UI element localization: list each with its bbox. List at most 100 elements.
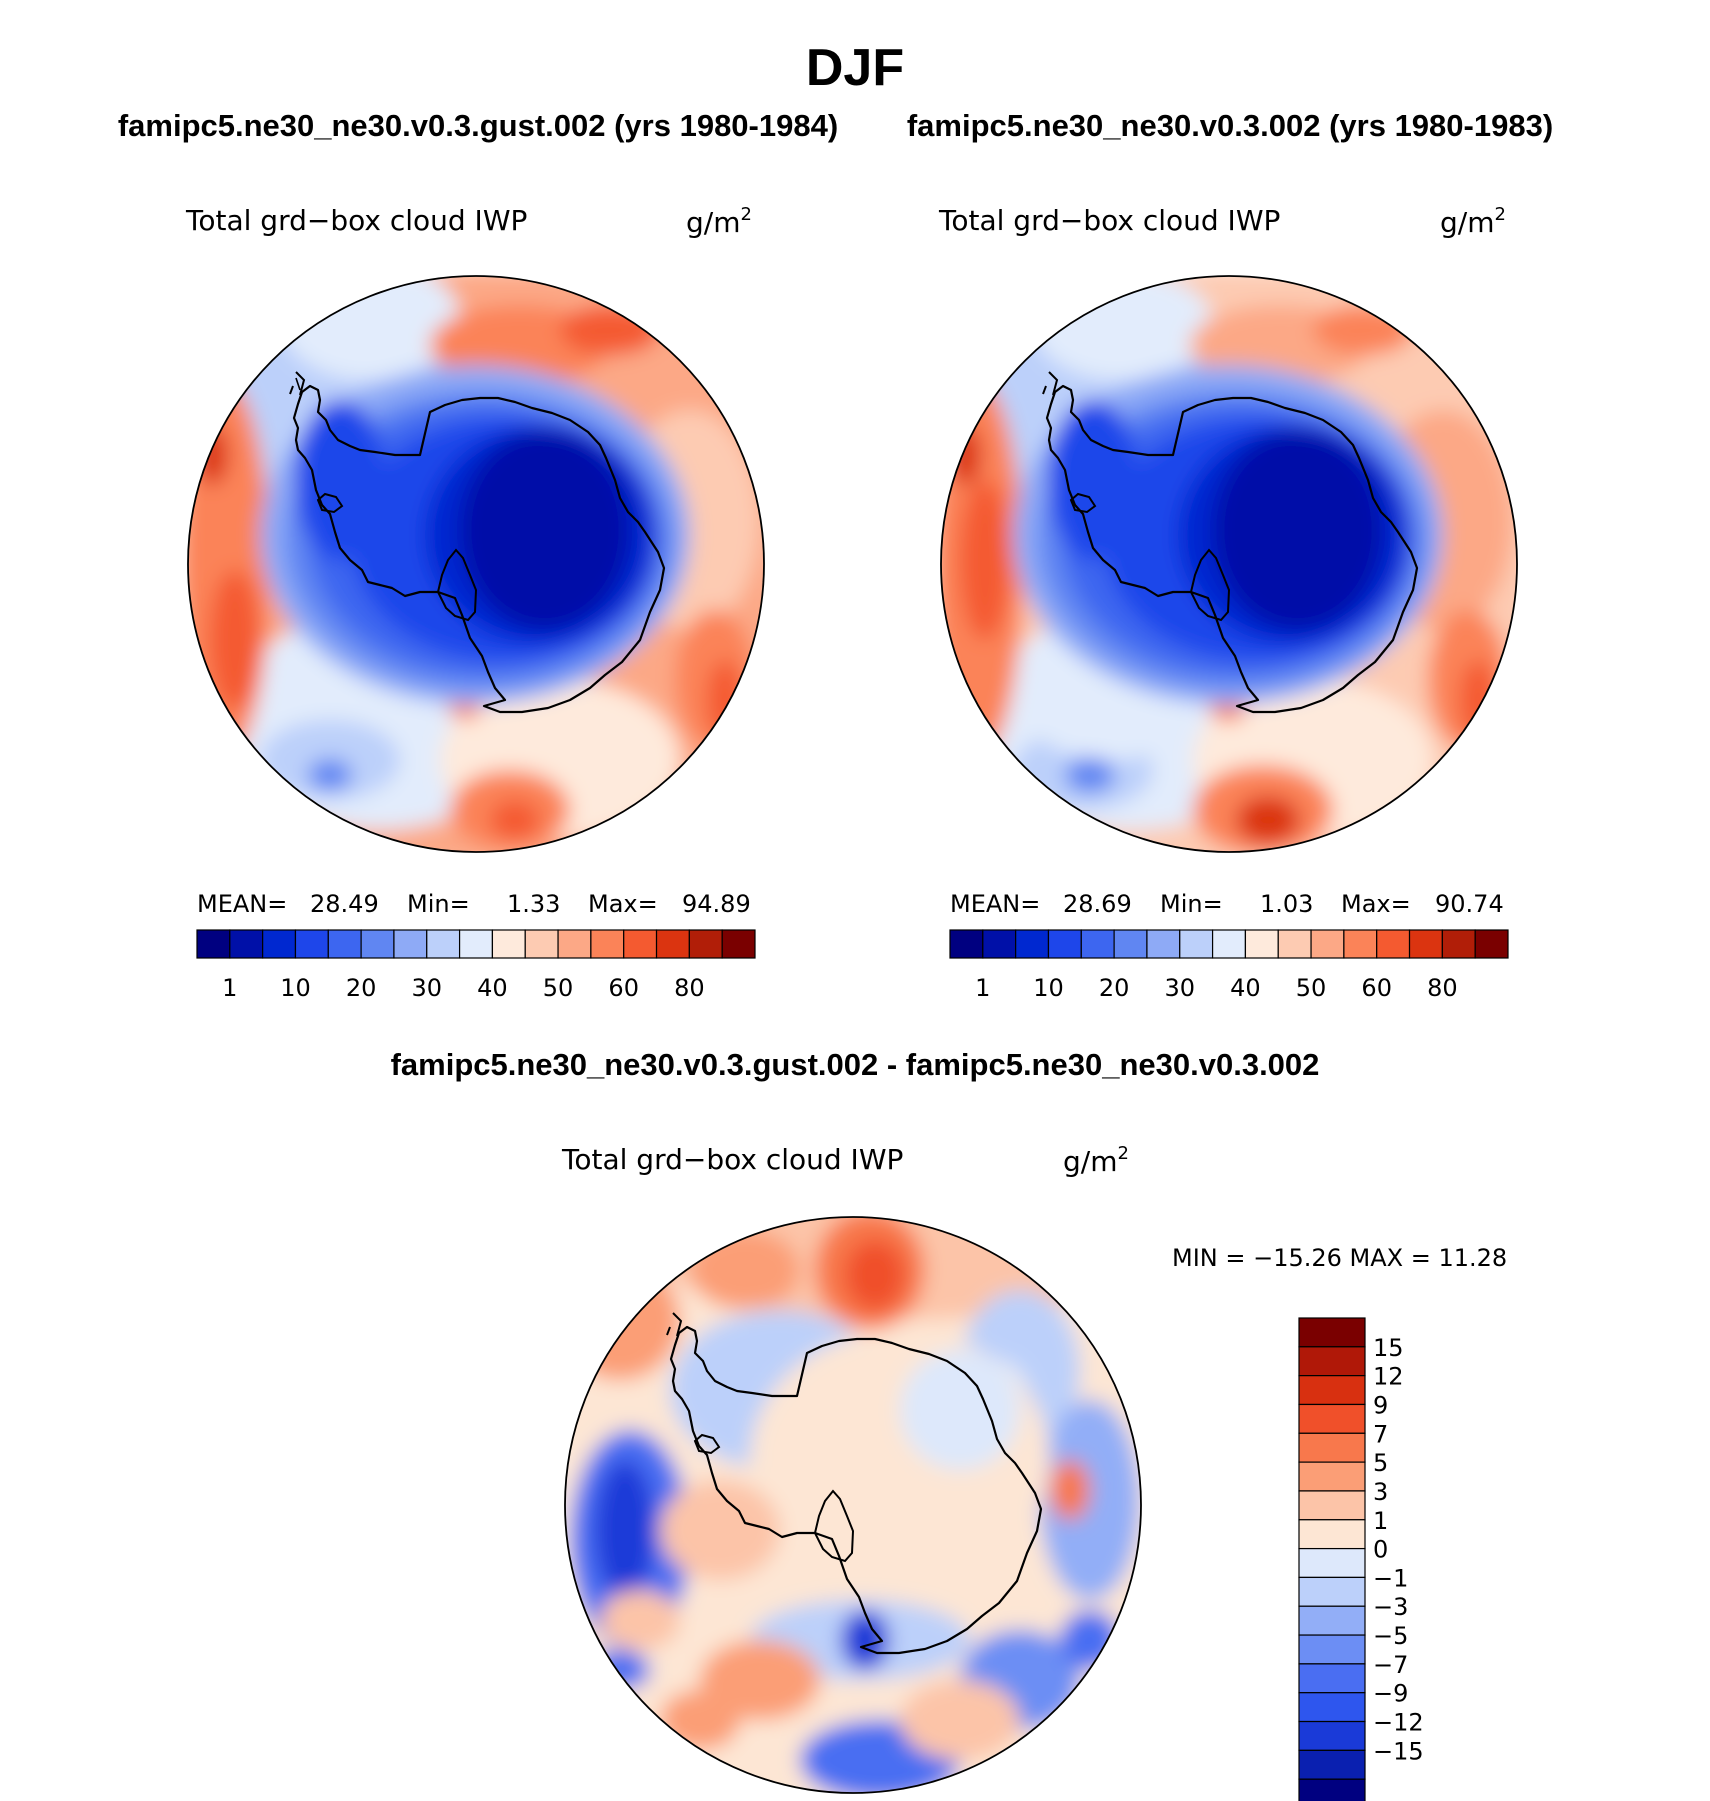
panel-a-colorbar-box — [524, 929, 559, 959]
diff-colorbar-tick-label: −9 — [1373, 1680, 1408, 1708]
diff-colorbar-tick-label: 0 — [1373, 1536, 1388, 1564]
panel-a-colorbar-box — [327, 929, 362, 959]
panel-a-colorbar: 1 10 20 30 40 50 60 80 — [196, 929, 756, 1002]
diff-colorbar-box — [1298, 1403, 1366, 1434]
diff-colorbar-box — [1298, 1692, 1366, 1723]
panel-a-min-value: 1.33 — [507, 890, 560, 918]
diff-colorbar-box — [1298, 1778, 1366, 1801]
diff-colorbar-tick-label: 7 — [1373, 1420, 1388, 1448]
panel-b-colorbar-box — [1376, 929, 1411, 959]
diff-colorbar-tick-label: −15 — [1373, 1737, 1424, 1765]
diff-units: g/m2 — [1063, 1143, 1129, 1178]
diff-colorbar-tick-label: 3 — [1373, 1478, 1388, 1506]
panel-b-max-label: Max= — [1341, 890, 1411, 918]
panel-b-colorbar-box — [1015, 929, 1050, 959]
diff-colorbar-box — [1298, 1749, 1366, 1780]
diff-colorbar-box — [1298, 1461, 1366, 1492]
panel-a-colorbar-box — [491, 929, 526, 959]
diff-colorbar-box — [1298, 1663, 1366, 1694]
panel-b-colorbar-box — [1113, 929, 1148, 959]
panel-a-colorbar-tick-label: 10 — [280, 974, 311, 1002]
panel-a-colorbar-tick-label: 30 — [411, 974, 442, 1002]
panel-b-colorbar-box — [1474, 929, 1509, 959]
diff-colorbar-box — [1298, 1547, 1366, 1579]
diff-colorbar-tick-label: −5 — [1373, 1622, 1408, 1650]
panel-a-colorbar-tick-label: 80 — [674, 974, 705, 1002]
panel-a-min-label: Min= — [407, 890, 470, 918]
diff-min-max: MIN = −15.26 MAX = 11.28 — [1172, 1244, 1507, 1272]
diff-colorbar-tick-label: 12 — [1373, 1363, 1404, 1391]
panel-b-colorbar-box — [1244, 929, 1279, 959]
panel-a-colorbar-box — [623, 929, 658, 959]
panel-b-min-value: 1.03 — [1260, 890, 1313, 918]
panel-a-colorbar-box — [655, 929, 690, 959]
panel-b-colorbar-tick-label: 20 — [1099, 974, 1130, 1002]
diff-colorbar-box — [1298, 1605, 1366, 1636]
diff-colorbar-tick-label: −3 — [1373, 1593, 1408, 1621]
panel-b-colorbar-box — [1408, 929, 1443, 959]
panel-b-colorbar-tick-label: 80 — [1427, 974, 1458, 1002]
panel-b-colorbar: 1 10 20 30 40 50 60 80 — [949, 929, 1509, 1002]
panel-a-case-title: famipc5.ne30_ne30.v0.3.gust.002 (yrs 198… — [118, 108, 838, 143]
panel-b-colorbar-box — [949, 929, 984, 959]
panel-a-colorbar-box — [426, 929, 461, 959]
panel-b-case-title: famipc5.ne30_ne30.v0.3.002 (yrs 1980-198… — [907, 108, 1553, 143]
diff-colorbar-tick-label: 5 — [1373, 1449, 1388, 1477]
panel-b-units: g/m2 — [1440, 204, 1506, 239]
panel-a-colorbar-box — [294, 929, 329, 959]
panel-a-mean-value: 28.49 — [310, 890, 379, 918]
panel-b-colorbar-tick-label: 1 — [975, 974, 990, 1002]
panel-a-colorbar-box — [590, 929, 625, 959]
panel-b-colorbar-box — [1047, 929, 1082, 959]
panel-b-colorbar-box — [1179, 929, 1214, 959]
diff-colorbar-tick-label: 15 — [1373, 1334, 1404, 1362]
panel-a-colorbar-box — [688, 929, 723, 959]
panel-a-colorbar-box — [557, 929, 592, 959]
panel-b-colorbar-box — [1146, 929, 1181, 959]
panel-a-colorbar-box — [360, 929, 395, 959]
panel-a-colorbar-box — [229, 929, 264, 959]
diff-colorbar-box — [1298, 1519, 1366, 1550]
diff-colorbar-tick-label: 9 — [1373, 1391, 1388, 1419]
diff-colorbar-tick-label: −1 — [1373, 1564, 1408, 1592]
panel-a-colorbar-box — [393, 929, 428, 959]
diff-variable-label: Total grd−box cloud IWP — [561, 1143, 903, 1176]
panel-a-colorbar-box — [262, 929, 297, 959]
diff-colorbar-box — [1298, 1634, 1366, 1665]
panel-b-min-label: Min= — [1160, 890, 1223, 918]
panel-a-colorbar-tick-label: 20 — [346, 974, 377, 1002]
panel-b-colorbar-tick-label: 40 — [1230, 974, 1261, 1002]
panel-a-colorbar-tick-label: 40 — [477, 974, 508, 1002]
panel-a-colorbar-tick-label: 60 — [608, 974, 639, 1002]
diff-colorbar-box — [1298, 1317, 1366, 1348]
panel-a-colorbar-box — [458, 929, 494, 959]
panel-b-colorbar-box — [1310, 929, 1345, 959]
panel-a-colorbar-tick-label: 1 — [222, 974, 237, 1002]
panel-a-colorbar-box — [196, 929, 231, 959]
diff-colorbar-box — [1298, 1490, 1366, 1521]
figure-title: DJF — [806, 39, 904, 97]
panel-b-max-value: 90.74 — [1435, 890, 1504, 918]
diff-case-title: famipc5.ne30_ne30.v0.3.gust.002 - famipc… — [391, 1047, 1320, 1082]
panel-a-variable-label: Total grd−box cloud IWP — [185, 204, 527, 237]
panel-a-units: g/m2 — [686, 204, 752, 239]
diff-colorbar-box — [1298, 1346, 1366, 1377]
panel-b-colorbar-box — [1441, 929, 1476, 959]
panel-b-mean-value: 28.69 — [1063, 890, 1132, 918]
panel-b-colorbar-box — [1277, 929, 1312, 959]
panel-b-colorbar-tick-label: 50 — [1296, 974, 1327, 1002]
diff-colorbar-box — [1298, 1432, 1366, 1463]
panel-a-max-value: 94.89 — [682, 890, 751, 918]
diff-colorbar-box — [1298, 1576, 1366, 1607]
diff-map — [564, 1216, 1142, 1794]
diff-colorbar-tick-label: −12 — [1373, 1709, 1424, 1737]
panel-a-mean-label: MEAN= — [197, 890, 287, 918]
panel-a-max-label: Max= — [588, 890, 658, 918]
panel-b-colorbar-box — [1080, 929, 1115, 959]
panel-a-map — [187, 275, 765, 853]
panel-a-colorbar-box — [721, 929, 756, 959]
diff-colorbar-tick-label: 1 — [1373, 1507, 1388, 1535]
panel-b-variable-label: Total grd−box cloud IWP — [938, 204, 1280, 237]
